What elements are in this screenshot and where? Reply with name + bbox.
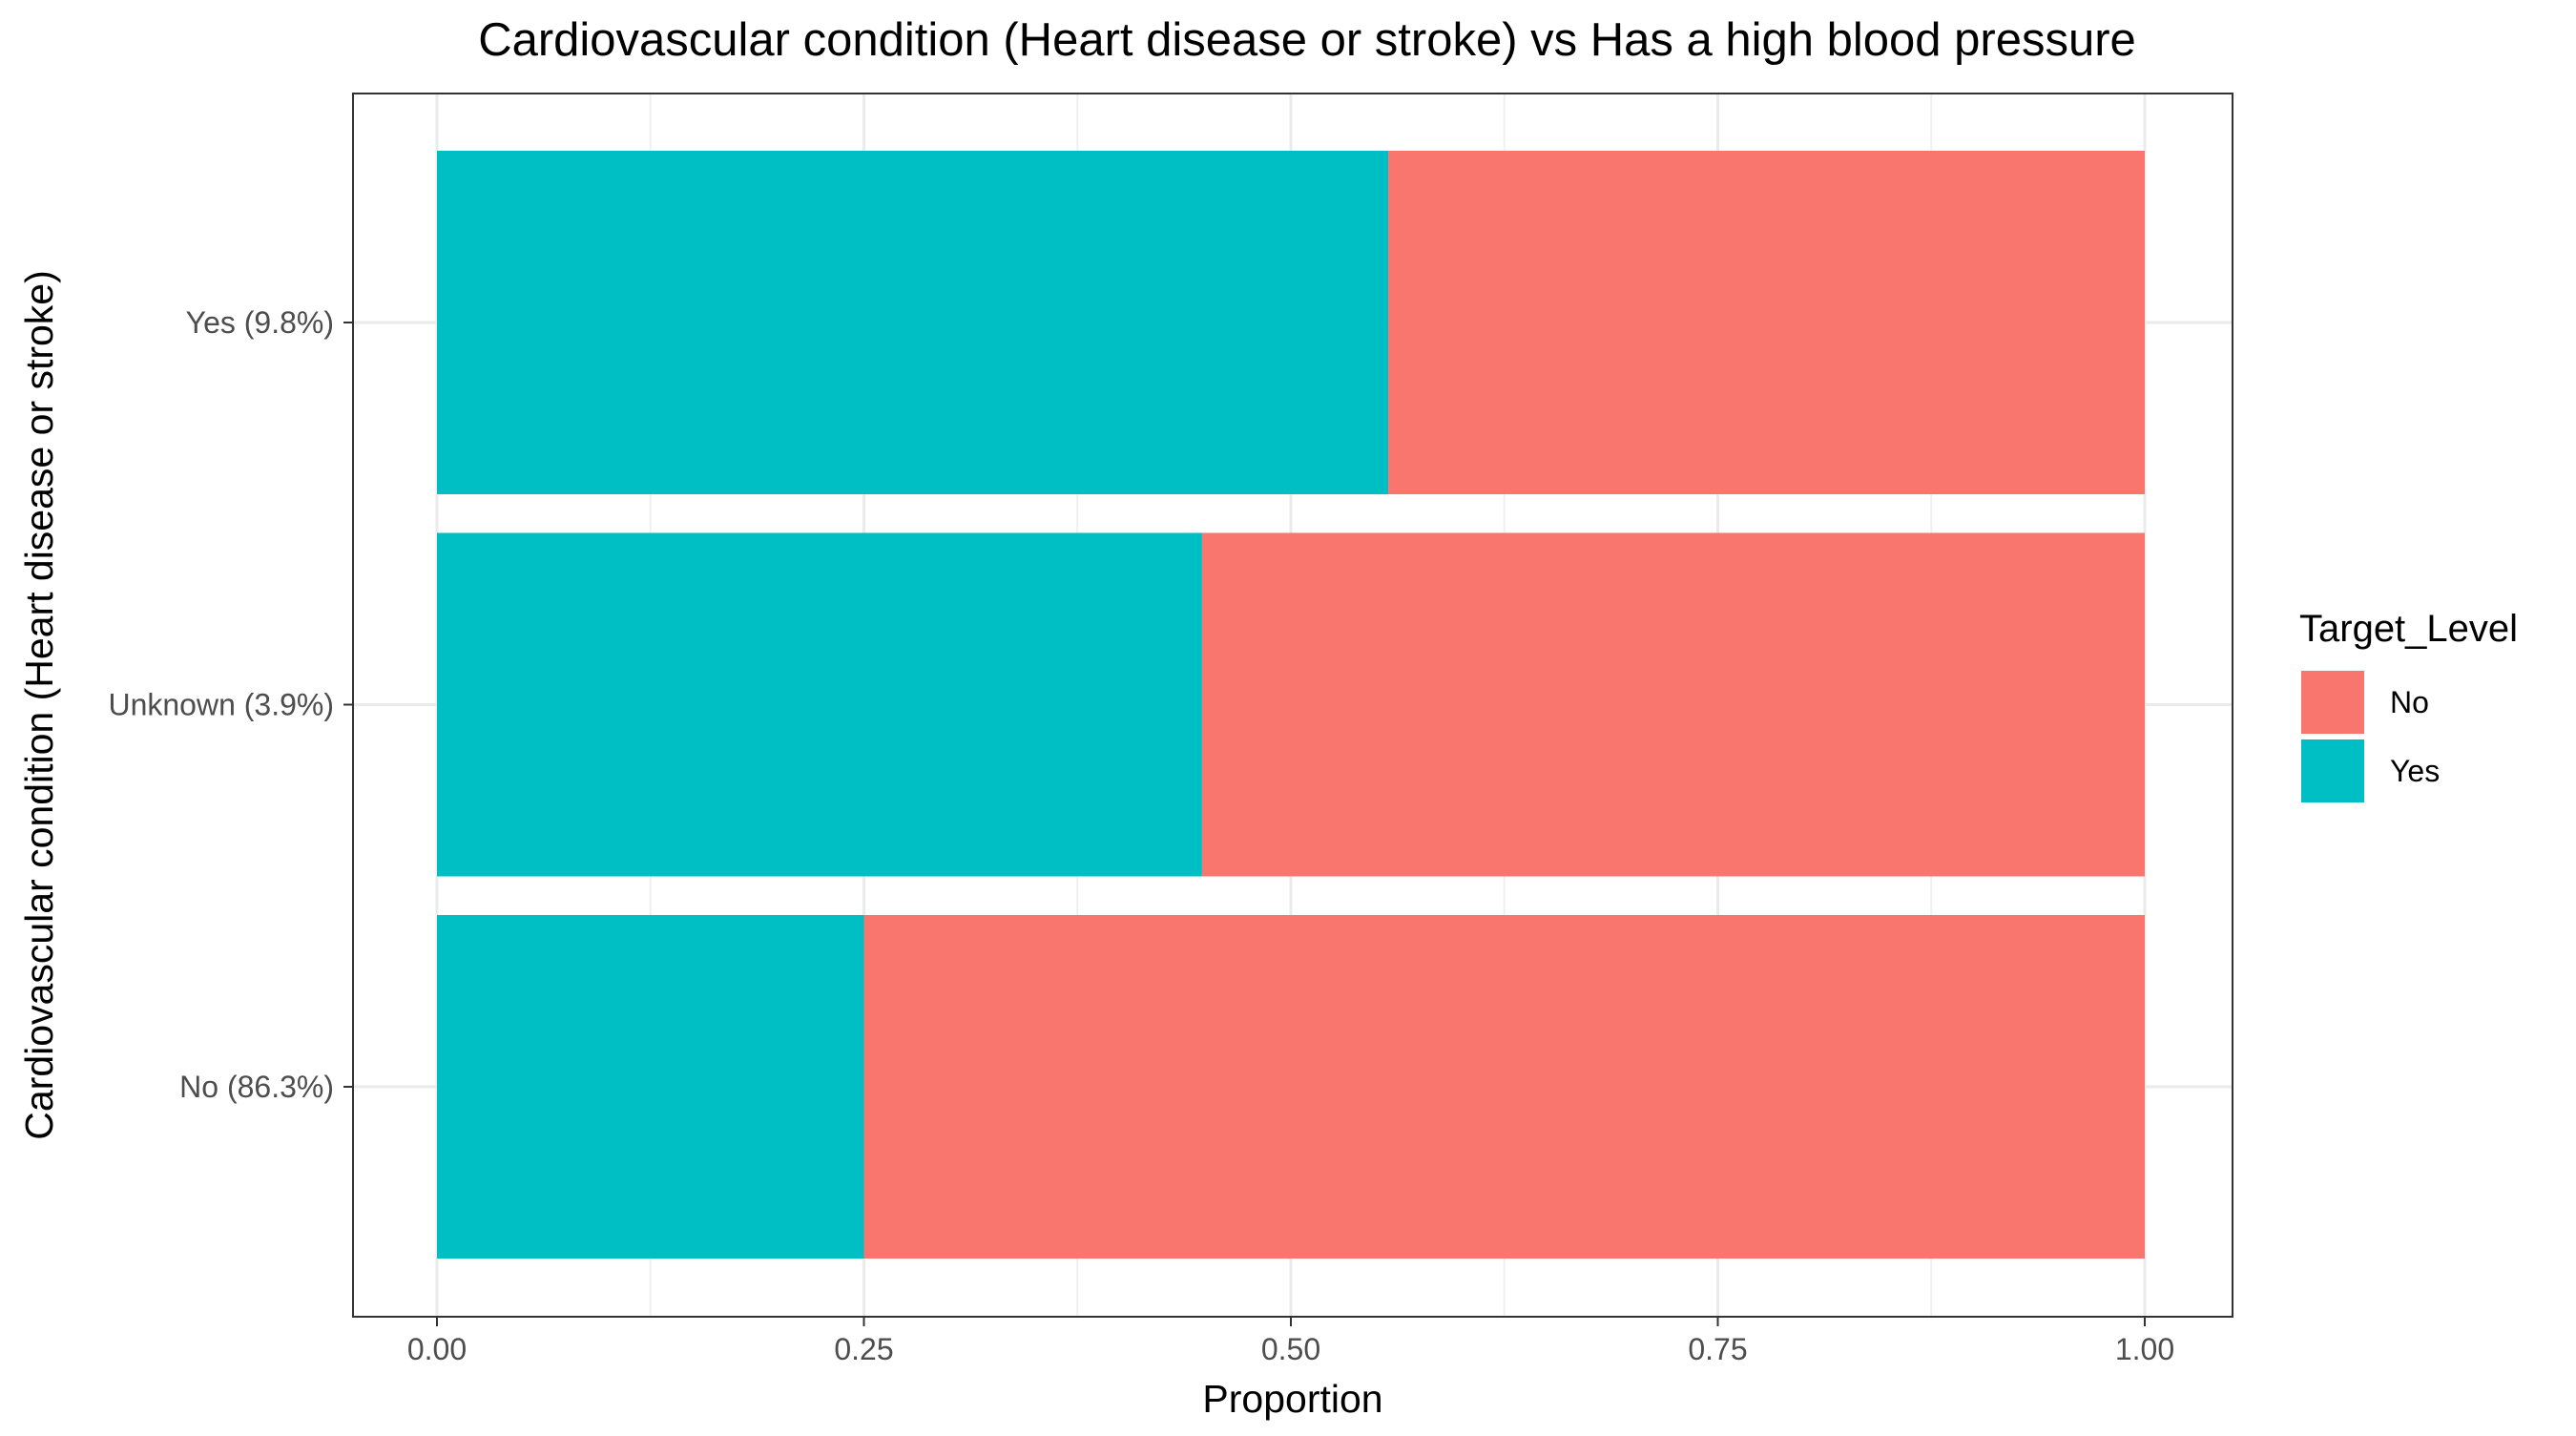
y-tick-label: Unknown (3.9%)	[108, 688, 334, 722]
bar-yes	[437, 532, 1202, 877]
y-tick-label: No (86.3%)	[179, 1070, 334, 1104]
bar-no	[1201, 532, 2145, 877]
x-axis-title: Proportion	[1202, 1377, 1382, 1421]
legend-label-no: No	[2390, 685, 2429, 719]
bar-yes	[437, 915, 864, 1259]
x-tick-label: 0.25	[834, 1332, 893, 1366]
legend-label-yes: Yes	[2390, 754, 2440, 788]
x-tick-label: 0.00	[407, 1332, 467, 1366]
bar-yes	[437, 151, 1389, 494]
y-axis-title: Cardiovascular condition (Heart disease …	[17, 270, 61, 1140]
legend-title: Target_Level	[2299, 608, 2518, 650]
tick-layer: 0.00 0.25 0.50 0.75 1.00 No (86.3%) Unknown (3…	[108, 305, 2174, 1366]
x-tick-label: 0.75	[1688, 1332, 1747, 1366]
bar-no	[1388, 151, 2145, 494]
x-tick-label: 0.50	[1261, 1332, 1320, 1366]
y-tick-label: Yes (9.8%)	[186, 305, 334, 340]
chart-title: Cardiovascular condition (Heart disease …	[478, 14, 2136, 66]
bar-layer	[437, 151, 2145, 1259]
bar-no	[863, 915, 2145, 1259]
legend-key-yes	[2301, 739, 2364, 802]
legend-key-no	[2301, 671, 2364, 734]
legend: Target_Level No Yes	[2299, 608, 2518, 802]
x-tick-label: 1.00	[2115, 1332, 2174, 1366]
